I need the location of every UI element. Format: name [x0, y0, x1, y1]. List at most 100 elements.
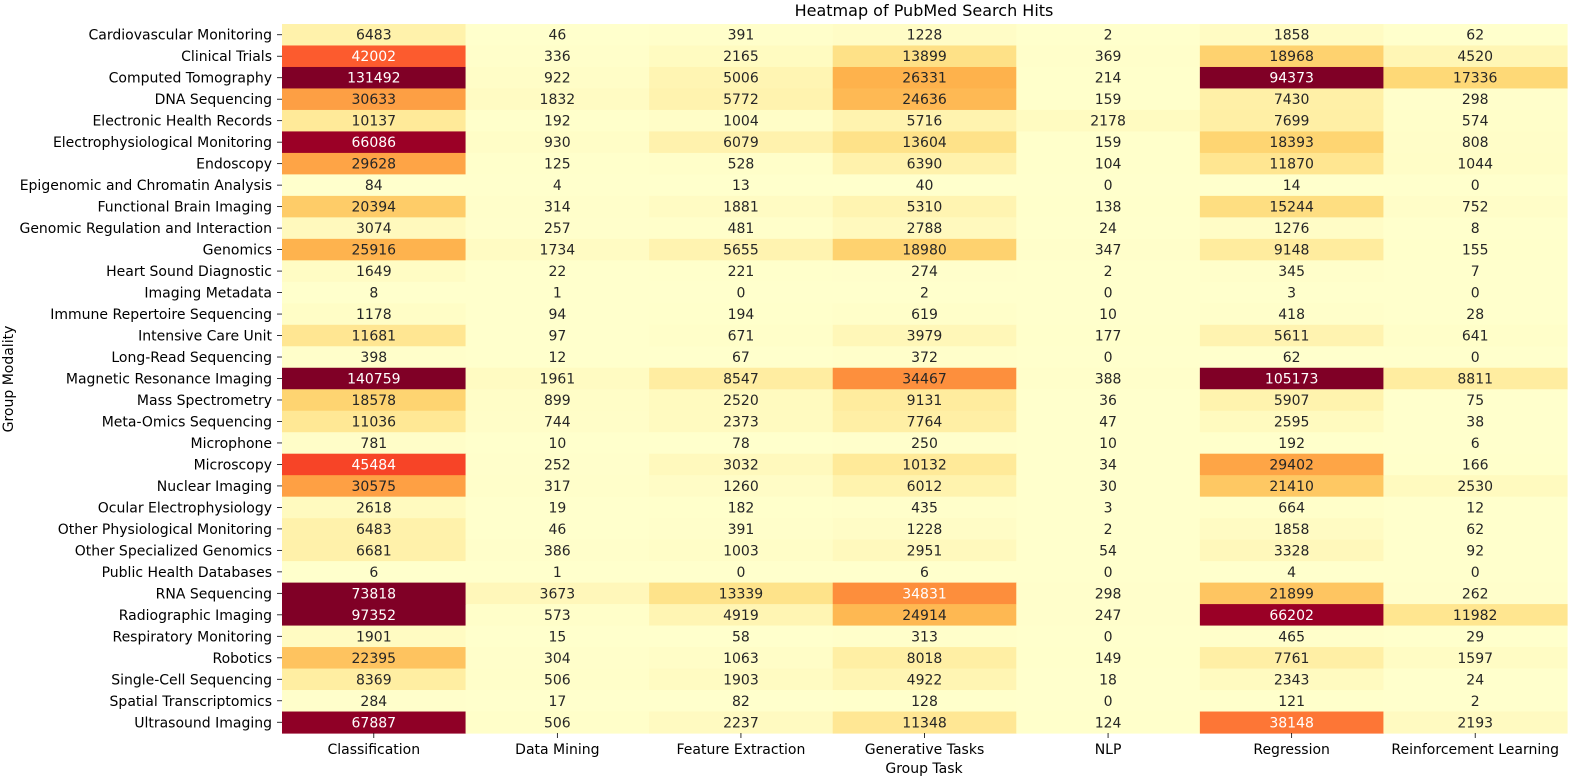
heatmap-cell — [1383, 346, 1568, 369]
heatmap-cell — [1199, 582, 1385, 605]
heatmap-cell — [465, 539, 650, 562]
cell-value-label: 298 — [1095, 586, 1122, 602]
cell-value-label: 2 — [1104, 264, 1113, 280]
cell-value-label: 922 — [544, 71, 571, 87]
cell-value-label: 6012 — [907, 479, 943, 495]
cell-value-label: 9148 — [1274, 243, 1310, 259]
cell-value-label: 194 — [728, 307, 755, 323]
heatmap-cell — [1016, 152, 1201, 175]
heatmap-cell — [1199, 281, 1385, 304]
cell-value-label: 6 — [1471, 436, 1480, 452]
cell-value-label: 304 — [544, 651, 571, 667]
heatmap-cell — [1383, 324, 1568, 347]
heatmap-cell — [282, 24, 467, 47]
cell-value-label: 128 — [911, 694, 938, 710]
heatmap-cell — [282, 711, 467, 734]
cell-value-label: 4 — [553, 178, 562, 194]
heatmap-cell — [1199, 346, 1385, 369]
heatmap-cell — [1383, 582, 1568, 605]
cell-value-label: 78 — [732, 436, 750, 452]
heatmap-cell — [649, 131, 834, 154]
heatmap-cell — [649, 324, 834, 347]
heatmap-cell — [1199, 475, 1385, 498]
cell-value-label: 97352 — [352, 608, 397, 624]
cell-value-label: 10 — [1099, 436, 1117, 452]
heatmap-cell — [465, 24, 650, 47]
cell-value-label: 1961 — [540, 372, 576, 388]
cell-value-label: 506 — [544, 672, 571, 688]
heatmap-cell — [1383, 152, 1568, 175]
cell-value-label: 47 — [1099, 414, 1117, 430]
heatmap-cell — [1016, 238, 1201, 261]
y-tick-label: Other Physiological Monitoring — [58, 522, 272, 538]
y-tick-label: Functional Brain Imaging — [97, 200, 272, 216]
heatmap-cell — [1383, 195, 1568, 218]
cell-value-label: 30633 — [352, 92, 397, 108]
cell-value-label: 7764 — [907, 414, 943, 430]
cell-value-label: 8 — [1471, 221, 1480, 237]
heatmap-cell — [832, 539, 1017, 562]
cell-value-label: 67 — [732, 350, 750, 366]
cell-value-label: 7 — [1471, 264, 1480, 280]
cell-value-label: 62 — [1466, 522, 1484, 538]
heatmap-cell — [1016, 647, 1201, 670]
cell-value-label: 2 — [1104, 28, 1113, 44]
cell-value-label: 372 — [911, 350, 938, 366]
y-tick-label: Epigenomic and Chromatin Analysis — [20, 178, 272, 194]
heatmap-cell — [282, 324, 467, 347]
heatmap-cell — [1016, 217, 1201, 240]
cell-value-label: 3 — [1104, 500, 1113, 516]
heatmap-cell — [1383, 668, 1568, 691]
heatmap-cell — [1199, 539, 1385, 562]
heatmap-cell — [1199, 109, 1385, 133]
heatmap-cell — [832, 346, 1017, 369]
heatmap-cell — [649, 66, 834, 90]
cell-value-label: 2 — [920, 286, 929, 302]
heatmap-cell — [1016, 496, 1201, 519]
heatmap-cell — [832, 174, 1017, 197]
heatmap-cell — [1016, 367, 1201, 390]
y-tick-label: Genomics — [203, 243, 272, 259]
cell-value-label: 5907 — [1274, 393, 1310, 409]
heatmap-cell — [1199, 24, 1385, 47]
heatmap-cell — [465, 174, 650, 197]
heatmap-cell — [282, 367, 467, 390]
heatmap-cell — [649, 88, 834, 111]
heatmap-cell — [282, 131, 467, 154]
heatmap-cell — [649, 668, 834, 691]
cell-value-label: 38148 — [1269, 715, 1314, 731]
heatmap-cell — [1016, 88, 1201, 111]
heatmap-cell — [282, 410, 467, 433]
cell-value-label: 4922 — [907, 672, 943, 688]
cell-value-label: 345 — [1278, 264, 1305, 280]
cell-value-label: 30575 — [352, 479, 397, 495]
cell-value-label: 94 — [548, 307, 566, 323]
cell-value-label: 930 — [544, 135, 571, 151]
y-tick-label: Single-Cell Sequencing — [111, 672, 272, 688]
cell-value-label: 11348 — [902, 715, 947, 731]
cell-value-label: 3328 — [1274, 543, 1310, 559]
cell-value-label: 0 — [1104, 694, 1113, 710]
heatmap-cell — [1383, 66, 1568, 90]
heatmap-cell — [1383, 647, 1568, 670]
heatmap-cell — [1016, 324, 1201, 347]
heatmap-cell — [1016, 174, 1201, 197]
cell-value-label: 58 — [732, 629, 750, 645]
cell-value-label: 435 — [911, 500, 938, 516]
heatmap-cell — [282, 88, 467, 111]
heatmap-cell — [1199, 496, 1385, 519]
heatmap-cell — [1016, 582, 1201, 605]
heatmap-cell — [1016, 604, 1201, 627]
heatmap-cell — [1199, 131, 1385, 154]
cell-value-label: 8547 — [723, 372, 759, 388]
heatmap-cell — [649, 496, 834, 519]
heatmap-cell — [465, 496, 650, 519]
heatmap-cell — [1016, 432, 1201, 455]
heatmap-cell — [832, 668, 1017, 691]
cell-value-label: 46 — [548, 28, 566, 44]
cell-value-label: 97 — [548, 329, 566, 345]
cell-value-label: 159 — [1095, 135, 1122, 151]
cell-value-label: 6 — [920, 565, 929, 581]
cell-value-label: 250 — [911, 436, 938, 452]
heatmap-cell — [1016, 24, 1201, 47]
